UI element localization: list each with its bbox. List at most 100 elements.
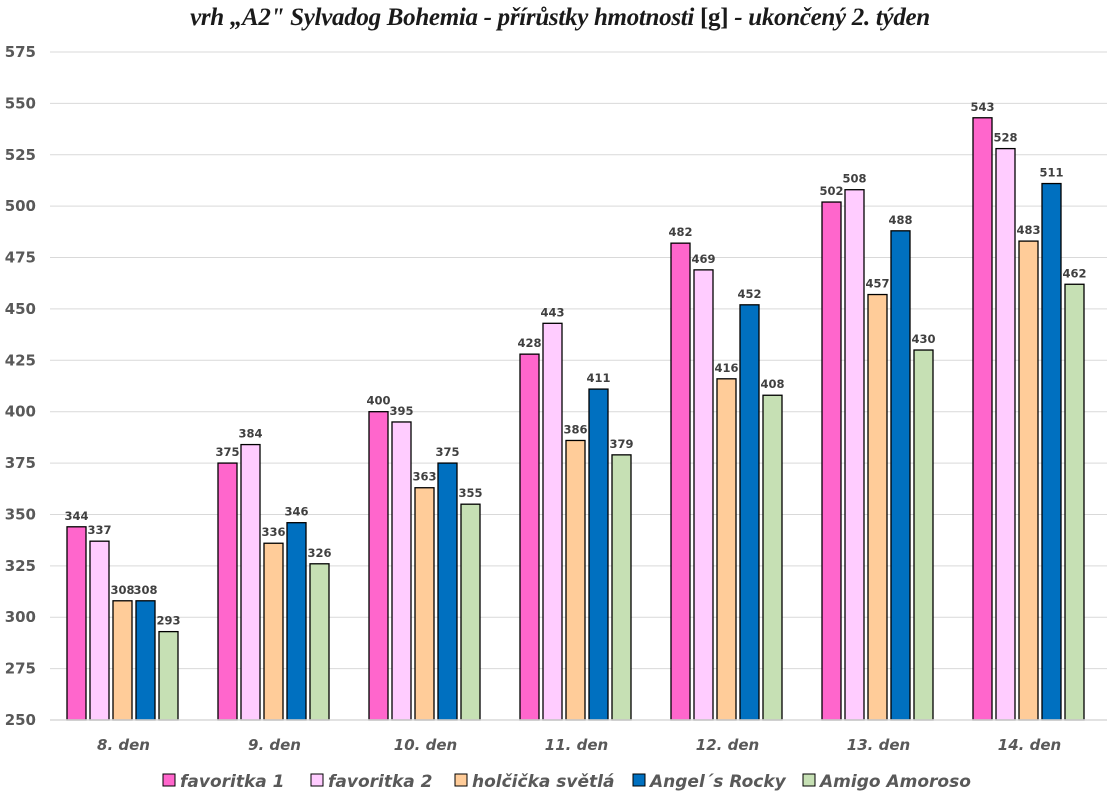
data-label: 384	[238, 427, 262, 441]
data-label: 308	[133, 583, 157, 597]
bar-favoritka-2	[542, 322, 563, 721]
bar-amigo-amoroso	[913, 349, 934, 721]
data-label: 443	[540, 305, 564, 319]
data-label: 502	[819, 184, 843, 198]
data-label: 308	[110, 583, 134, 597]
data-label: 457	[865, 277, 889, 291]
data-label: 336	[261, 525, 285, 539]
bar-hol-i-ka-sv-tl-	[716, 378, 737, 721]
legend-item[interactable]: Angel´s Rocky	[632, 772, 787, 792]
bar-angel-s-rocky	[135, 600, 156, 721]
bar-favoritka-1	[368, 411, 389, 721]
y-tick-label: 300	[5, 608, 36, 626]
legend-swatch	[162, 773, 176, 787]
bar-favoritka-1	[972, 117, 993, 721]
bar-hol-i-ka-sv-tl-	[263, 542, 284, 721]
y-tick-label: 550	[5, 94, 36, 112]
legend-swatch	[454, 773, 468, 787]
bar-angel-s-rocky	[739, 304, 760, 721]
data-label: 483	[1016, 223, 1040, 237]
legend-swatch	[310, 773, 324, 787]
legend-item[interactable]: favoritka 2	[310, 772, 433, 792]
legend-label: favoritka 2	[328, 772, 433, 792]
data-label: 428	[517, 336, 541, 350]
y-tick-label: 425	[5, 351, 36, 369]
x-tick-label: 13. den	[847, 736, 910, 754]
legend-item[interactable]: Amigo Amoroso	[802, 772, 971, 792]
bar-favoritka-2	[844, 189, 865, 721]
bar-amigo-amoroso	[309, 563, 330, 721]
x-tick-label: 10. den	[394, 736, 457, 754]
data-label: 293	[156, 614, 180, 628]
chart-title-part: [g]	[700, 4, 729, 31]
chart-title-part: - ukončený 2. týden	[728, 4, 930, 31]
data-label: 430	[911, 332, 935, 346]
bar-amigo-amoroso	[460, 503, 481, 721]
bar-favoritka-1	[821, 201, 842, 721]
y-tick-label: 325	[5, 557, 36, 575]
data-label: 379	[609, 437, 633, 451]
bar-angel-s-rocky	[437, 462, 458, 721]
bar-amigo-amoroso	[762, 394, 783, 721]
data-label: 375	[215, 445, 239, 459]
bar-favoritka-1	[519, 353, 540, 721]
bar-angel-s-rocky	[1041, 182, 1062, 721]
legend-swatch	[632, 773, 646, 787]
y-tick-label: 450	[5, 300, 36, 318]
bar-angel-s-rocky	[890, 230, 911, 721]
data-label: 344	[64, 509, 88, 523]
bar-favoritka-2	[693, 269, 714, 721]
bar-amigo-amoroso	[158, 630, 179, 721]
bar-hol-i-ka-sv-tl-	[414, 487, 435, 721]
data-label: 386	[563, 422, 587, 436]
data-label: 326	[307, 546, 331, 560]
data-label: 346	[284, 505, 308, 519]
bar-favoritka-2	[995, 147, 1016, 721]
data-label: 469	[691, 252, 715, 266]
legend-label: favoritka 1	[180, 772, 285, 792]
bar-favoritka-1	[217, 462, 238, 721]
bar-favoritka-2	[89, 540, 110, 721]
bar-amigo-amoroso	[1064, 283, 1085, 721]
legend-label: holčička světlá	[472, 772, 614, 792]
bar-hol-i-ka-sv-tl-	[112, 600, 133, 721]
legend-item[interactable]: holčička světlá	[454, 772, 614, 792]
bar-hol-i-ka-sv-tl-	[867, 293, 888, 721]
bar-angel-s-rocky	[286, 522, 307, 721]
legend-item[interactable]: favoritka 1	[162, 772, 285, 792]
legend-label: Amigo Amoroso	[818, 772, 971, 792]
bar-angel-s-rocky	[588, 388, 609, 721]
bar-amigo-amoroso	[611, 454, 632, 721]
data-label: 511	[1039, 166, 1063, 180]
y-tick-label: 250	[5, 711, 36, 729]
chart-title: vrh „A2" Sylvadog Bohemia - přírůstky hm…	[0, 4, 1107, 32]
data-label: 411	[586, 371, 610, 385]
y-tick-label: 375	[5, 454, 36, 472]
y-tick-label: 500	[5, 197, 36, 215]
data-label: 400	[366, 394, 390, 408]
x-tick-label: 14. den	[998, 736, 1061, 754]
bar-hol-i-ka-sv-tl-	[1018, 240, 1039, 721]
x-tick-label: 8. den	[97, 736, 150, 754]
data-label: 528	[993, 131, 1017, 145]
data-label: 508	[842, 172, 866, 186]
chart-title-part: vrh „A2" Sylvadog Bohemia - přírůstky hm…	[190, 4, 701, 31]
data-label: 452	[737, 287, 761, 301]
y-tick-label: 575	[5, 43, 36, 61]
bar-favoritka-2	[240, 443, 261, 721]
bar-favoritka-1	[66, 526, 87, 721]
legend-swatch	[802, 773, 816, 787]
data-label: 482	[668, 225, 692, 239]
bar-favoritka-2	[391, 421, 412, 721]
data-label: 488	[888, 213, 912, 227]
x-tick-label: 9. den	[248, 736, 301, 754]
data-label: 355	[458, 486, 482, 500]
x-tick-label: 11. den	[545, 736, 608, 754]
data-label: 462	[1062, 266, 1086, 280]
data-label: 363	[412, 470, 436, 484]
y-tick-label: 525	[5, 146, 36, 164]
y-tick-label: 400	[5, 403, 36, 421]
x-tick-label: 12. den	[696, 736, 759, 754]
legend-label: Angel´s Rocky	[648, 772, 787, 792]
